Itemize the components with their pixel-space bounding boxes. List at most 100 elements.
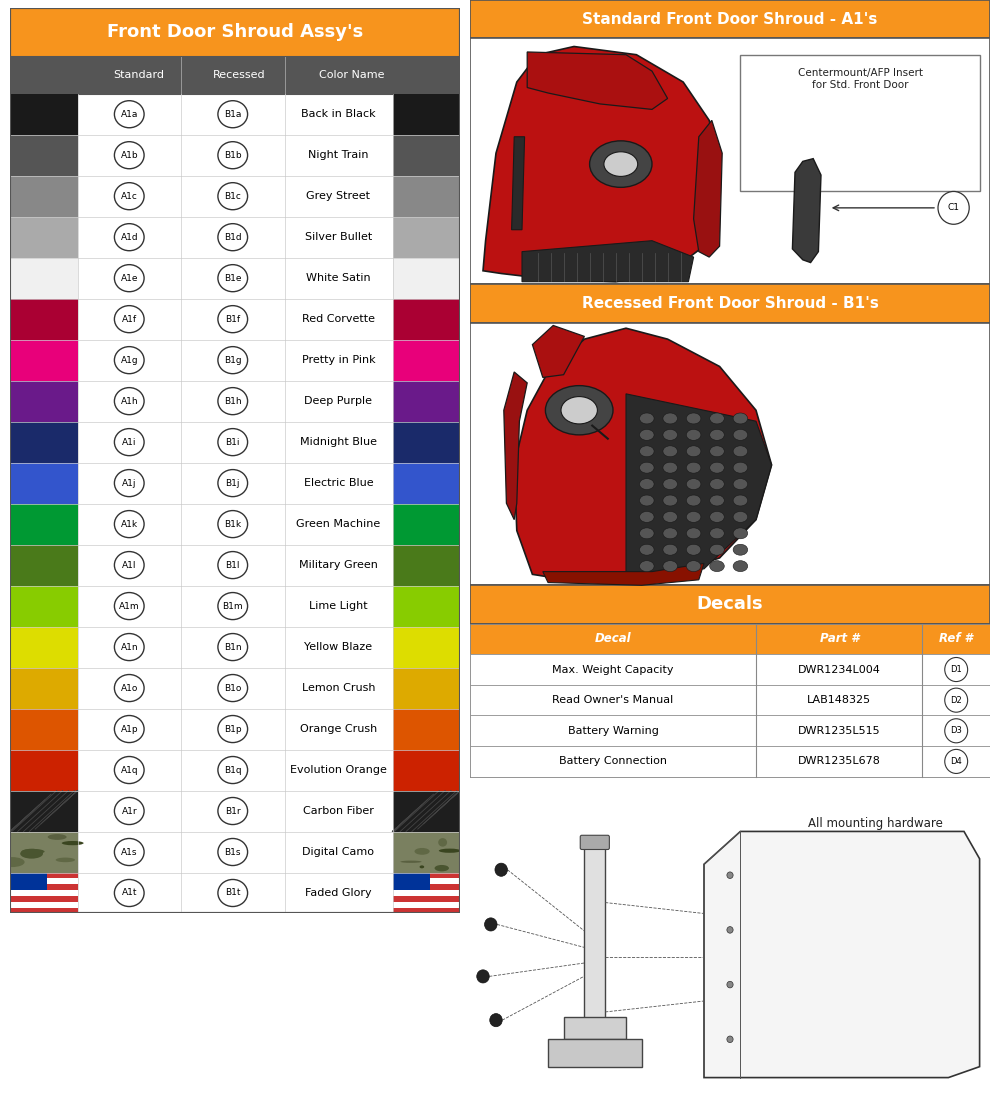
FancyBboxPatch shape (10, 299, 78, 339)
Ellipse shape (640, 429, 654, 440)
Text: Read Owner's Manual: Read Owner's Manual (552, 695, 674, 706)
Text: A1i: A1i (122, 438, 136, 446)
Text: B1p: B1p (224, 724, 242, 734)
FancyBboxPatch shape (10, 891, 78, 896)
Circle shape (477, 969, 489, 982)
Ellipse shape (663, 429, 677, 440)
Ellipse shape (686, 462, 701, 474)
FancyBboxPatch shape (392, 791, 460, 831)
Circle shape (218, 265, 248, 292)
Polygon shape (792, 159, 821, 263)
Circle shape (114, 223, 144, 251)
FancyBboxPatch shape (470, 654, 990, 685)
Ellipse shape (733, 414, 748, 424)
Circle shape (114, 142, 144, 168)
Circle shape (114, 838, 144, 865)
FancyBboxPatch shape (392, 667, 460, 709)
FancyBboxPatch shape (10, 217, 78, 258)
Circle shape (218, 347, 248, 374)
Text: D1: D1 (950, 665, 962, 674)
Text: Lemon Crush: Lemon Crush (302, 683, 375, 694)
Ellipse shape (640, 560, 654, 571)
FancyBboxPatch shape (392, 873, 460, 913)
Circle shape (114, 183, 144, 210)
FancyBboxPatch shape (10, 791, 78, 831)
Text: B1k: B1k (224, 520, 241, 528)
FancyBboxPatch shape (10, 176, 78, 217)
Circle shape (114, 265, 144, 292)
Ellipse shape (640, 446, 654, 457)
FancyBboxPatch shape (392, 381, 460, 421)
Text: Orange Crush: Orange Crush (300, 724, 377, 734)
Text: Deep Purple: Deep Purple (304, 396, 372, 406)
Circle shape (114, 101, 144, 128)
FancyBboxPatch shape (740, 55, 980, 191)
Circle shape (218, 305, 248, 333)
FancyBboxPatch shape (10, 878, 78, 884)
Text: B1q: B1q (224, 766, 242, 775)
Polygon shape (504, 372, 527, 520)
Polygon shape (584, 848, 605, 1039)
FancyBboxPatch shape (10, 94, 78, 135)
Ellipse shape (733, 527, 748, 538)
Polygon shape (522, 241, 694, 281)
FancyBboxPatch shape (392, 627, 460, 667)
Text: B1l: B1l (225, 560, 240, 570)
Text: D3: D3 (950, 726, 962, 735)
Text: B1m: B1m (222, 602, 243, 610)
FancyBboxPatch shape (10, 94, 460, 913)
Ellipse shape (663, 478, 677, 489)
Polygon shape (704, 831, 980, 1078)
Text: Lime Light: Lime Light (309, 601, 368, 612)
Text: A1r: A1r (121, 806, 137, 815)
Polygon shape (527, 51, 668, 109)
FancyBboxPatch shape (392, 503, 460, 545)
Ellipse shape (400, 861, 422, 863)
Text: Midnight Blue: Midnight Blue (300, 438, 377, 447)
Circle shape (945, 749, 968, 773)
Ellipse shape (710, 527, 724, 538)
FancyBboxPatch shape (392, 299, 460, 339)
Ellipse shape (663, 446, 677, 457)
Circle shape (114, 469, 144, 497)
Text: Centermount/AFP Insert
for Std. Front Door: Centermount/AFP Insert for Std. Front Do… (798, 68, 922, 90)
FancyBboxPatch shape (392, 873, 430, 891)
Ellipse shape (710, 429, 724, 440)
Ellipse shape (640, 494, 654, 505)
Text: A1b: A1b (120, 151, 138, 160)
Text: Back in Black: Back in Black (301, 109, 376, 119)
Ellipse shape (663, 494, 677, 505)
Text: Part #: Part # (820, 632, 859, 645)
Ellipse shape (686, 494, 701, 505)
Ellipse shape (710, 511, 724, 523)
Circle shape (218, 223, 248, 251)
Text: A1p: A1p (120, 724, 138, 734)
Text: A1o: A1o (121, 684, 138, 693)
FancyBboxPatch shape (10, 381, 78, 421)
Ellipse shape (663, 527, 677, 538)
Circle shape (218, 880, 248, 907)
Text: B1i: B1i (225, 438, 240, 446)
FancyBboxPatch shape (470, 284, 990, 323)
Ellipse shape (663, 511, 677, 523)
Text: A1m: A1m (119, 602, 140, 610)
Text: Front Door Shroud Assy's: Front Door Shroud Assy's (107, 23, 363, 42)
Ellipse shape (686, 446, 701, 457)
Text: White Satin: White Satin (306, 274, 371, 283)
Ellipse shape (710, 414, 724, 424)
FancyBboxPatch shape (392, 217, 460, 258)
Text: B1b: B1b (224, 151, 242, 160)
Text: DWR1234L004: DWR1234L004 (798, 664, 881, 675)
Ellipse shape (640, 478, 654, 489)
FancyBboxPatch shape (10, 627, 78, 667)
Text: B1r: B1r (225, 806, 241, 815)
Text: D4: D4 (950, 757, 962, 766)
Polygon shape (626, 394, 772, 574)
Text: Faded Glory: Faded Glory (305, 888, 372, 898)
Circle shape (114, 511, 144, 537)
FancyBboxPatch shape (392, 545, 460, 585)
FancyBboxPatch shape (10, 503, 78, 545)
Polygon shape (514, 328, 772, 582)
Text: B1n: B1n (224, 642, 242, 652)
FancyBboxPatch shape (10, 873, 47, 891)
